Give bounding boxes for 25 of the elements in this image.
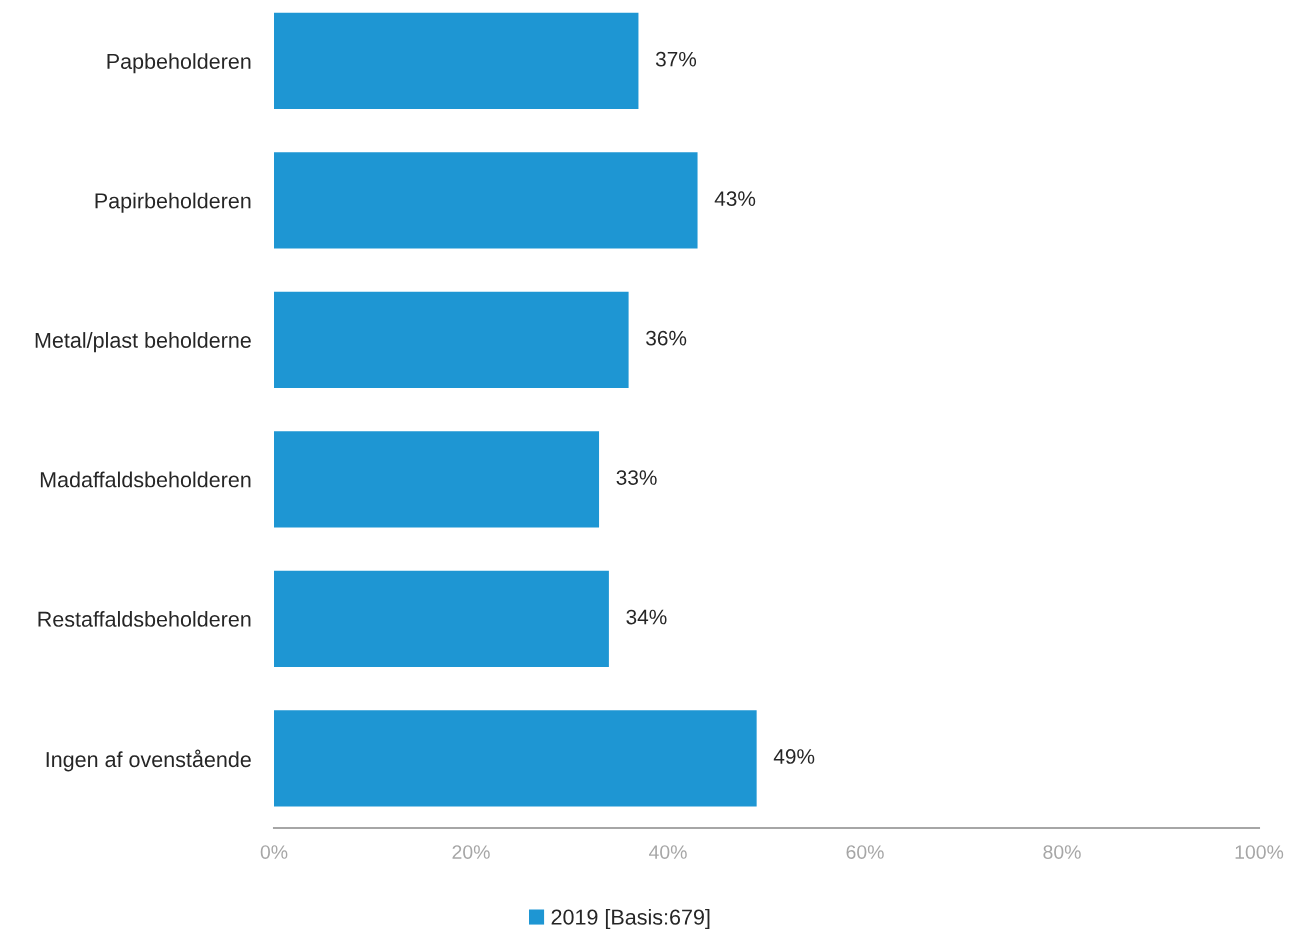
y-tick-label: Madaffaldsbeholderen	[40, 471, 251, 488]
x-tick-label: 100%	[1235, 845, 1284, 859]
data-label: 34%	[626, 609, 667, 625]
x-tick-label: 40%	[648, 845, 687, 859]
legend-label: 2019 [Basis:679]	[551, 908, 710, 930]
y-tick-label: Papbeholderen	[107, 53, 251, 74]
x-tick-label: 20%	[452, 845, 490, 859]
data-label: 33%	[616, 470, 657, 485]
y-tick-label: Ingen af ovenstående	[46, 749, 251, 772]
data-label: 36%	[646, 330, 687, 346]
x-tick-label: 0%	[260, 845, 288, 859]
bar	[274, 152, 698, 249]
bar	[274, 431, 600, 528]
bar	[274, 710, 757, 807]
bar	[274, 12, 639, 110]
y-tick-label: Metal/plast beholderne	[35, 332, 251, 353]
y-tick-label: Papirbeholderen	[95, 192, 251, 213]
x-tick-label: 60%	[846, 845, 884, 859]
data-label: 43%	[714, 191, 756, 207]
bar	[274, 291, 629, 389]
data-label: 37%	[655, 51, 697, 67]
y-tick-label: Restaffaldsbeholderen	[38, 611, 251, 627]
data-label: 49%	[773, 749, 815, 764]
x-tick-label: 80%	[1043, 845, 1081, 859]
bar	[274, 570, 609, 667]
